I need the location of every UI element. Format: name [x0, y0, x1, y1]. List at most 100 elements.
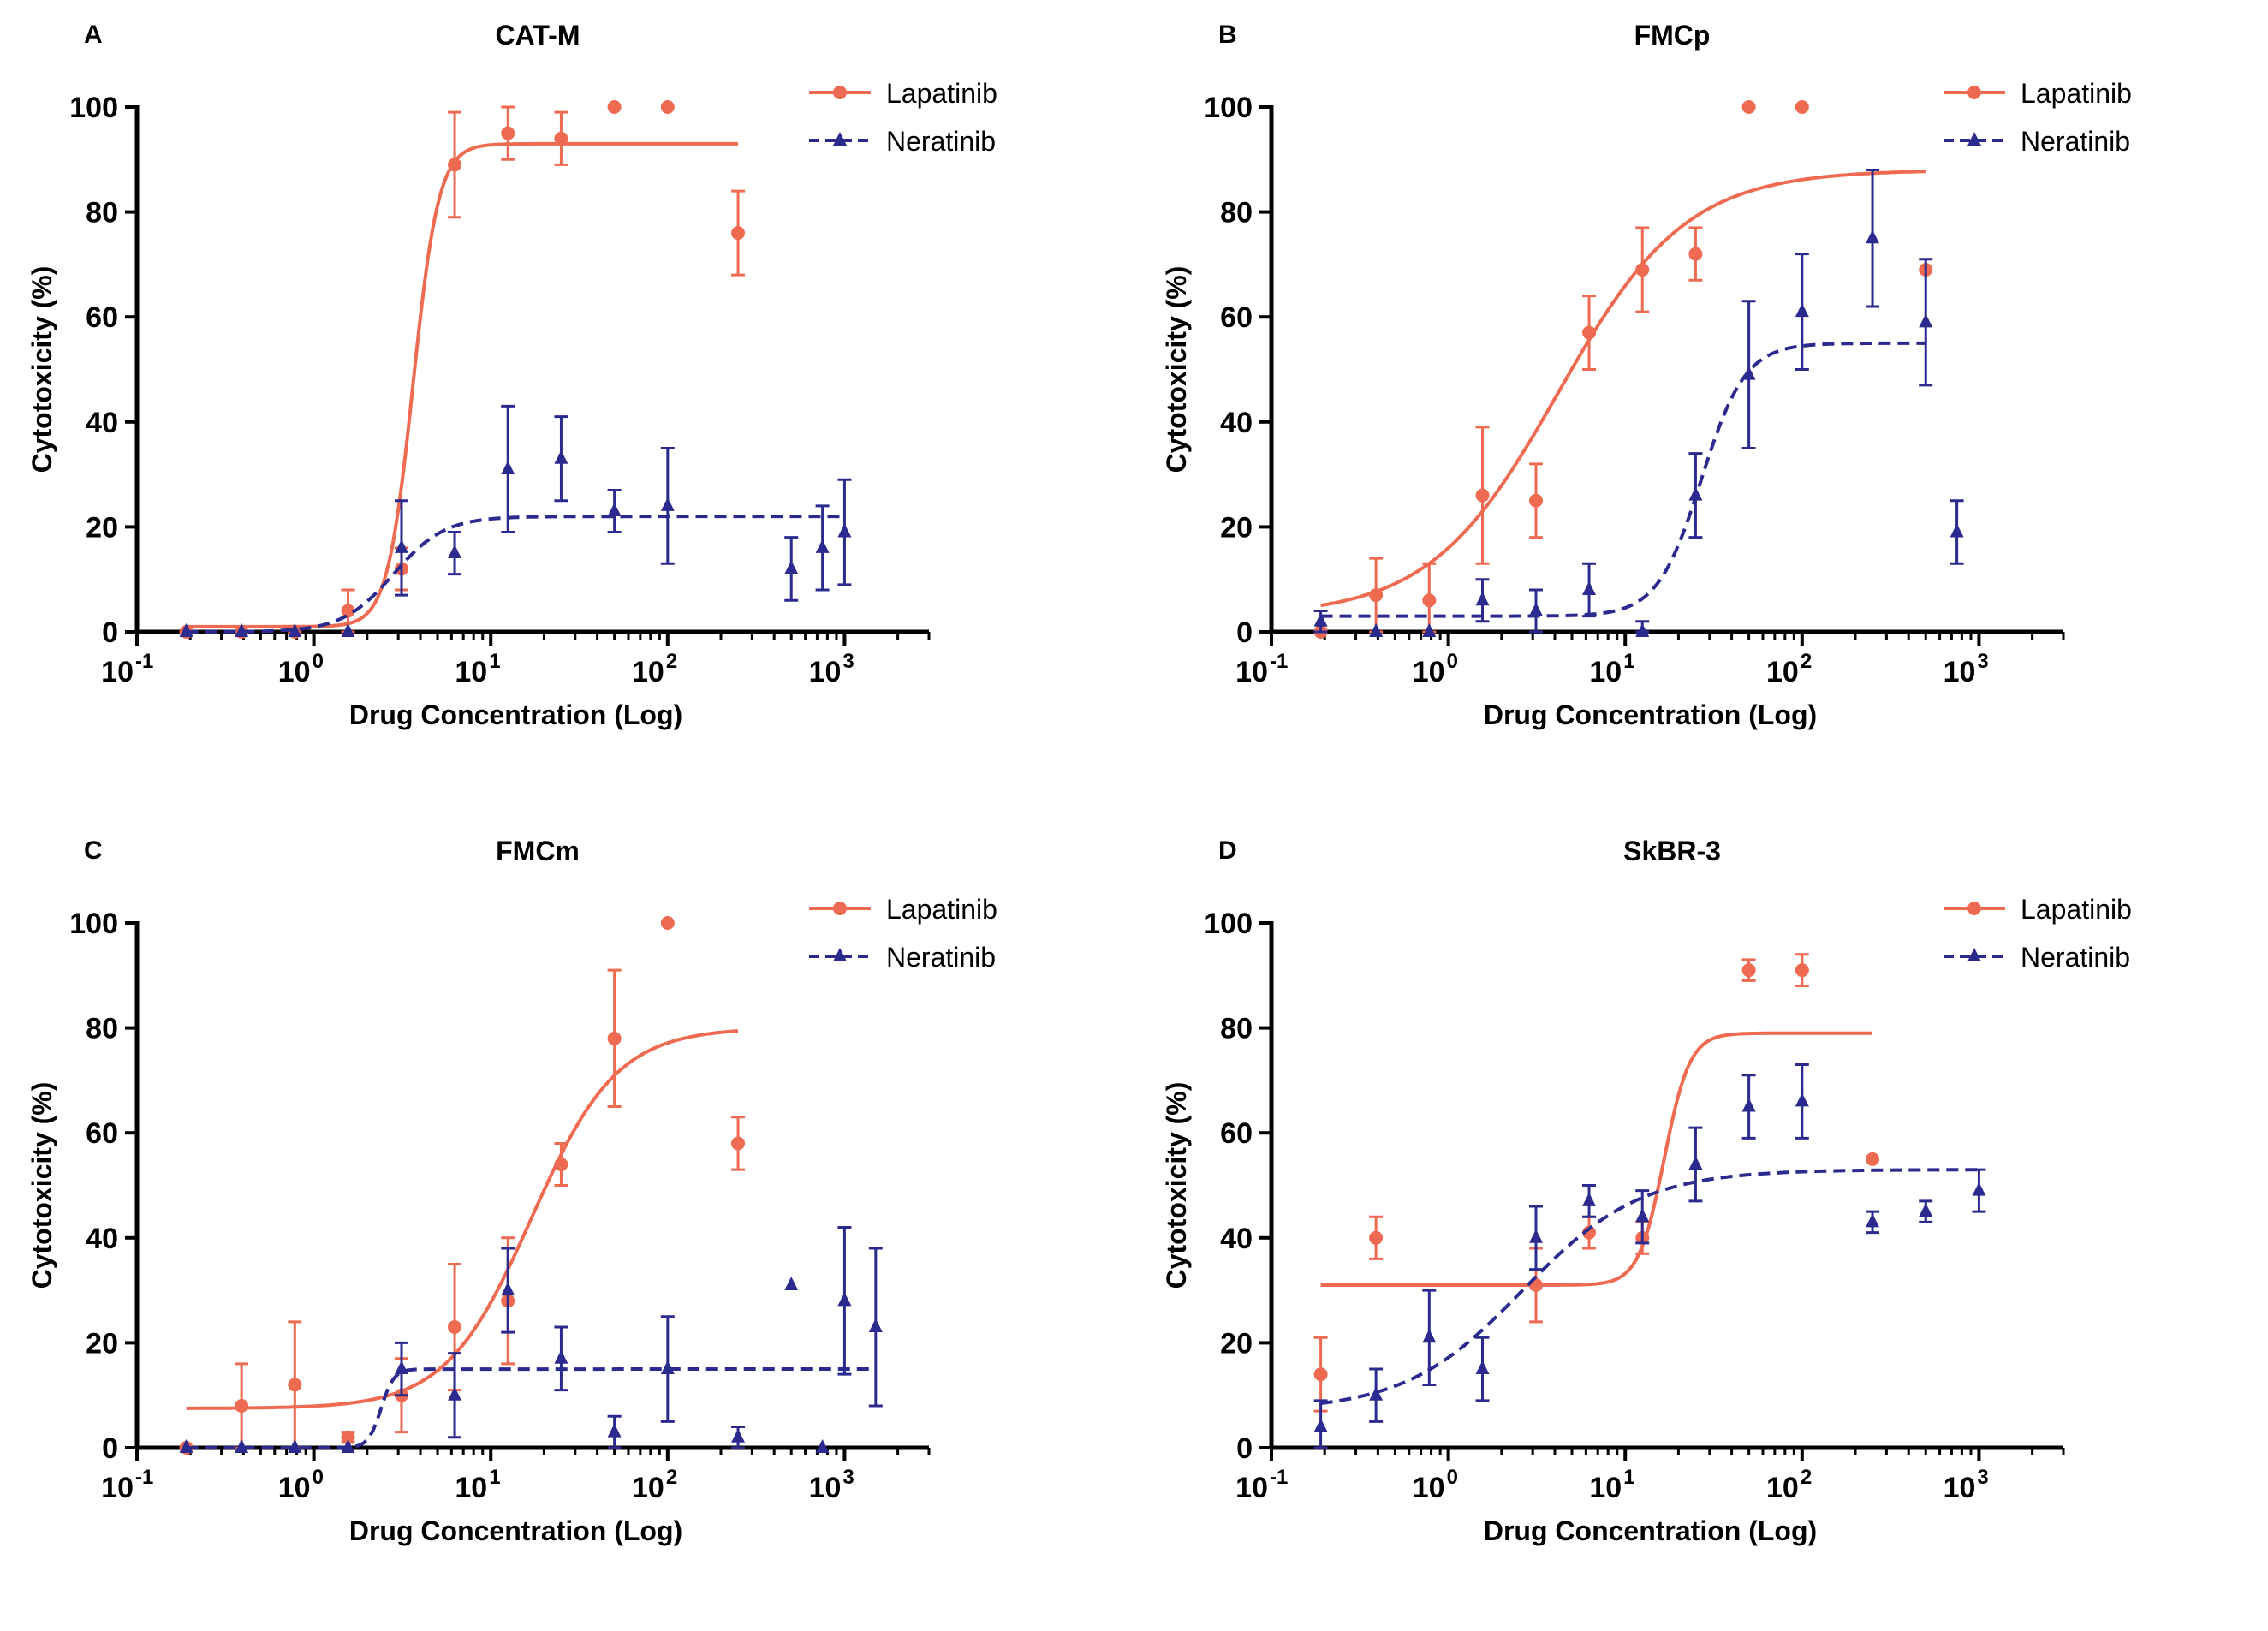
legend-label: Neratinib: [886, 126, 996, 157]
data-point: [1475, 1360, 1490, 1375]
series-neratinib: [179, 1226, 883, 1453]
y-tick-label: 0: [102, 616, 118, 649]
x-tick-exponent: 1: [1623, 1466, 1634, 1489]
data-point: [660, 1360, 675, 1375]
data-point: [1741, 100, 1756, 114]
data-point: [1422, 593, 1437, 608]
data-point: [554, 449, 568, 464]
y-axis-label: Cytotoxicity (%): [1161, 1082, 1192, 1289]
x-tick-exponent: 2: [666, 1466, 677, 1489]
x-tick-exponent: 0: [313, 650, 324, 673]
data-point: [731, 226, 746, 241]
legend-marker: [833, 132, 847, 146]
data-point: [1866, 1213, 1880, 1228]
data-point: [1972, 1182, 1986, 1196]
y-tick-label: 40: [86, 407, 118, 439]
x-tick-base: 10: [1944, 656, 1976, 688]
data-point: [607, 1423, 622, 1438]
data-point: [837, 523, 852, 538]
data-point: [660, 497, 675, 511]
x-tick-exponent: 1: [1623, 650, 1634, 673]
legend-label: Lapatinib: [2021, 894, 2132, 925]
x-tick-label: 10 1: [455, 1466, 500, 1504]
fit-curve-neratinib: [1320, 341, 1926, 618]
data-point: [1528, 602, 1543, 616]
x-tick-label: 10 1: [455, 650, 500, 688]
chart-title: FMCm: [496, 836, 580, 866]
data-point: [1313, 612, 1328, 627]
data-point: [1422, 1329, 1437, 1343]
fit-curve-neratinib: [186, 1367, 876, 1449]
y-tick-label: 0: [1236, 1432, 1253, 1465]
data-point: [288, 1439, 302, 1453]
legend-label: Neratinib: [2021, 942, 2130, 973]
panel-letter: C: [84, 836, 103, 865]
data-point: [1795, 1092, 1809, 1107]
data-point: [1582, 1192, 1597, 1206]
data-point: [235, 623, 249, 637]
data-point: [1369, 1386, 1384, 1401]
data-point: [501, 460, 515, 474]
panel-letter: B: [1218, 21, 1237, 49]
data-point: [1635, 623, 1650, 637]
panel-b: B FMCp 0 20 40 60 80 100 10 -1 10 0 10 1 10 2 10 3 Drug Co…: [1134, 0, 2268, 815]
y-axis-label: Cytotoxicity (%): [27, 266, 57, 473]
x-tick-exponent: 0: [313, 1466, 324, 1489]
x-tick-exponent: 2: [1801, 1466, 1812, 1489]
data-point: [341, 623, 355, 637]
y-tick-label: 80: [86, 1013, 118, 1045]
y-tick-label: 100: [69, 908, 118, 940]
data-point: [235, 1439, 249, 1453]
fit-curve-lapatinib: [186, 1029, 739, 1410]
x-tick-base: 10: [101, 656, 134, 688]
y-tick-label: 60: [86, 1117, 118, 1150]
y-axis-label: Cytotoxicity (%): [1161, 266, 1192, 473]
x-tick-label: 10 -1: [101, 1466, 153, 1504]
x-tick-exponent: 3: [842, 1466, 854, 1489]
x-tick-label: 10 -1: [1235, 650, 1288, 688]
data-point: [448, 1320, 462, 1335]
data-point: [837, 1292, 852, 1307]
data-point: [660, 100, 675, 114]
legend-marker: [1967, 86, 1981, 99]
data-point: [1919, 313, 1933, 328]
series-lapatinib: [1313, 100, 1933, 639]
data-point: [288, 1378, 302, 1392]
data-point: [448, 545, 462, 559]
legend-marker: [1967, 132, 1981, 146]
y-tick-label: 80: [1220, 197, 1253, 229]
x-tick-label: 10 -1: [1235, 1466, 1288, 1504]
x-tick-base: 10: [632, 1472, 664, 1504]
x-axis-label: Drug Concentration (Log): [1484, 1515, 1817, 1546]
data-point: [1635, 263, 1650, 277]
x-axis-label: Drug Concentration (Log): [1484, 699, 1817, 730]
data-point: [1919, 1203, 1933, 1217]
x-tick-exponent: -1: [1270, 1466, 1288, 1489]
legend: Lapatinib Neratinib: [1944, 894, 2132, 973]
chart-title: SkBR-3: [1623, 836, 1721, 866]
x-tick-exponent: -1: [135, 1466, 153, 1489]
fit-curve-lapatinib: [186, 141, 738, 628]
y-tick-label: 0: [1236, 616, 1253, 649]
x-tick-label: 10 2: [1766, 650, 1812, 688]
y-tick-label: 60: [86, 301, 118, 334]
series-neratinib: [1313, 169, 1964, 637]
data-point: [1369, 1230, 1384, 1245]
data-point: [1688, 1155, 1703, 1170]
x-tick-label: 10 3: [1944, 650, 1989, 688]
x-tick-base: 10: [1589, 656, 1622, 688]
panel-c: C FMCm 0 20 40 60 80 100 10 -1 10 0 10 1 10 2 10 3 Drug Co…: [0, 816, 1134, 1631]
x-tick-label: 10 3: [809, 1466, 854, 1504]
x-tick-base: 10: [1766, 656, 1799, 688]
data-point: [1866, 229, 1880, 244]
data-point: [1741, 1098, 1756, 1112]
data-point: [1795, 963, 1809, 978]
x-tick-base: 10: [455, 1472, 487, 1504]
y-tick-label: 100: [1204, 908, 1253, 940]
y-tick-label: 40: [86, 1223, 118, 1255]
panel-letter: D: [1218, 836, 1237, 865]
series-neratinib: [179, 404, 852, 637]
data-point: [1475, 592, 1490, 606]
data-point: [501, 1282, 515, 1296]
